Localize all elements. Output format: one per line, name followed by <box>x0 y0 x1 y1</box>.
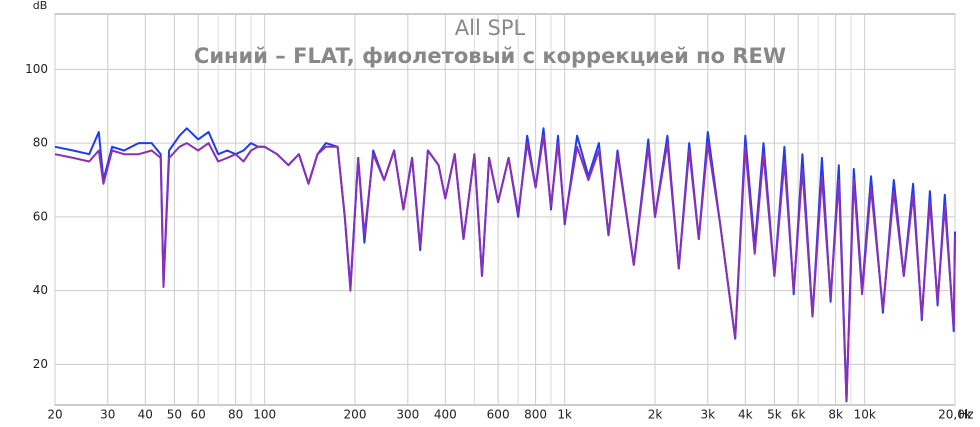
y-tick-label: 80 <box>33 136 48 150</box>
chart-subtitle: Синий – FLAT, фиолетовый с коррекцией по… <box>194 44 786 68</box>
series-line <box>54 134 956 403</box>
x-tick-label: 800 <box>524 408 547 422</box>
x-tick-label: 600 <box>487 408 510 422</box>
x-tick-label: 40 <box>138 408 153 422</box>
x-axis-label: Hz <box>958 408 973 422</box>
x-tick-label: 1k <box>557 408 572 422</box>
x-tick-label: 60 <box>190 408 205 422</box>
x-tick-label: 80 <box>228 408 243 422</box>
x-tick-label: 5k <box>767 408 782 422</box>
y-tick-label: 100 <box>25 62 48 76</box>
x-tick-label: 30 <box>100 408 115 422</box>
lines <box>54 127 956 403</box>
chart-title: All SPL <box>455 16 526 40</box>
x-tick-label: 50 <box>167 408 182 422</box>
x-tick-label: 8k <box>828 408 843 422</box>
x-tick-label: 20,0k <box>938 408 972 422</box>
y-tick-label: 20 <box>33 357 48 371</box>
x-tick-label: 300 <box>396 408 419 422</box>
x-tick-label: 6k <box>791 408 806 422</box>
x-tick-label: 2k <box>648 408 663 422</box>
x-tick-label: 3k <box>701 408 716 422</box>
x-tick-label: 20 <box>47 408 62 422</box>
x-tick-label: 100 <box>253 408 276 422</box>
x-tick-label: 4k <box>738 408 753 422</box>
y-axis-label: dB <box>33 0 48 12</box>
y-tick-label: 60 <box>33 209 48 223</box>
x-tick-label: 400 <box>434 408 457 422</box>
y-tick-label: 40 <box>33 283 48 297</box>
x-tick-label: 10k <box>854 408 876 422</box>
x-tick-label: 200 <box>344 408 367 422</box>
